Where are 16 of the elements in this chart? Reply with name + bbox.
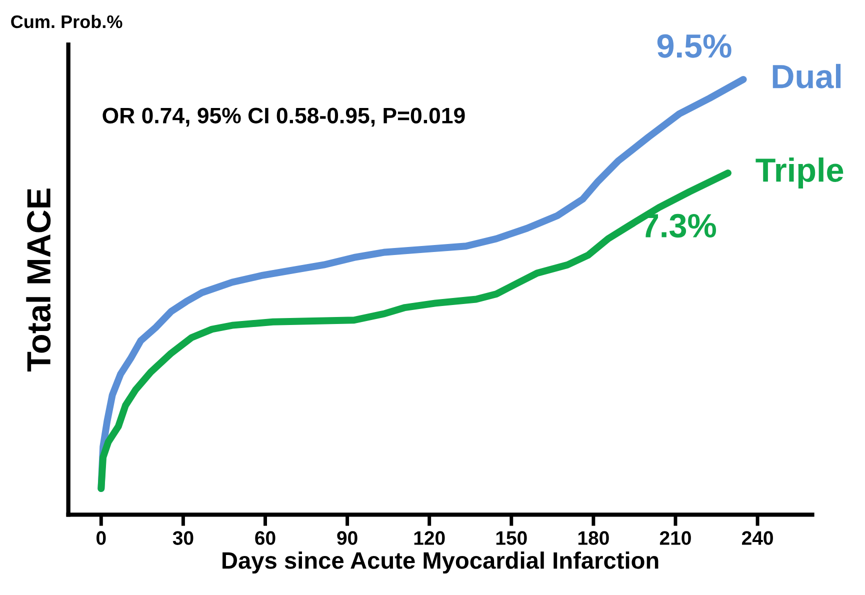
- x-tick-label: 60: [255, 531, 276, 545]
- x-tick-label: 240: [742, 531, 773, 545]
- annotation: OR 0.74, 95% CI 0.58-0.95, P=0.019: [102, 108, 465, 127]
- x-tick-label: 0: [96, 531, 106, 545]
- series-label: Triple: [756, 157, 844, 189]
- x-tick-label: 30: [172, 531, 194, 545]
- x-tick-label: 180: [578, 531, 609, 545]
- annotation: 9.5%: [657, 34, 732, 58]
- x-axis-title: Days since Acute Myocardial Infarction: [222, 552, 658, 574]
- series-label: Dual: [772, 64, 841, 88]
- x-tick-label: 90: [337, 531, 358, 545]
- x-tick-label: 150: [496, 531, 527, 545]
- y-axis-title: Total MACE: [26, 188, 51, 372]
- text: Cum. Prob.%: [11, 14, 122, 28]
- x-tick-label: 120: [414, 531, 445, 545]
- x-tick-label: 210: [660, 531, 691, 545]
